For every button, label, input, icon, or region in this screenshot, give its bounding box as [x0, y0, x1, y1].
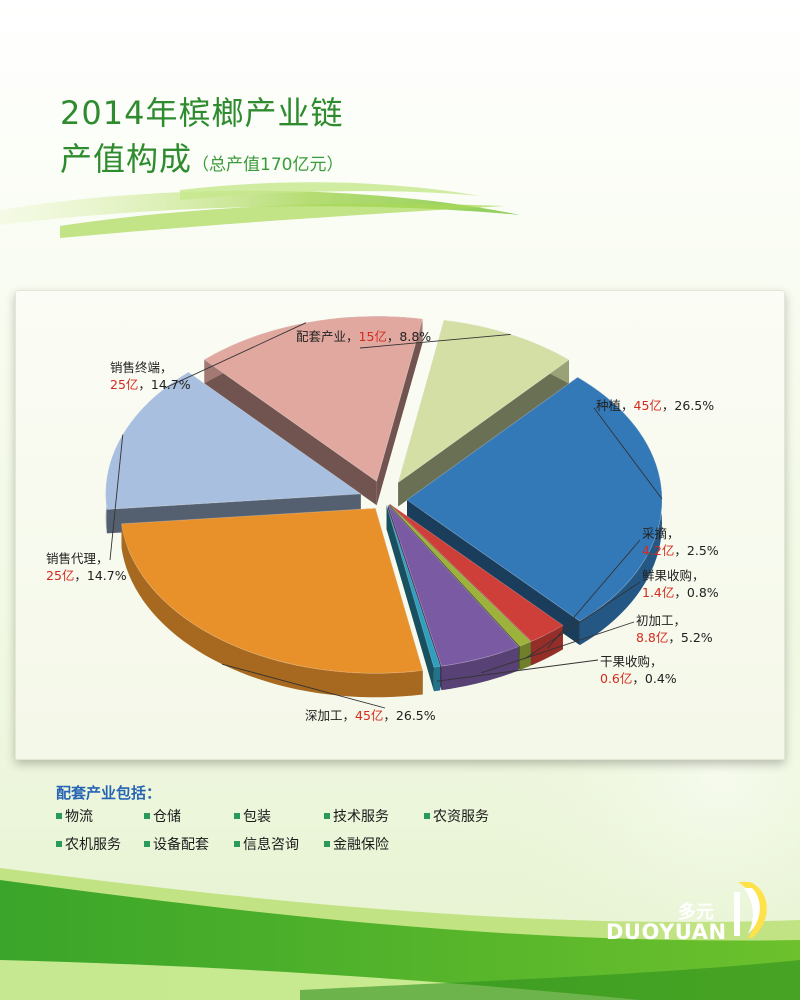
leader-line	[109, 434, 124, 561]
page-title: 2014年槟榔产业链	[60, 94, 344, 132]
slice-label-value: 25亿	[110, 377, 138, 392]
slice-label-name: 销售终端，	[110, 360, 173, 375]
legend-item-label: 金融保险	[333, 837, 389, 853]
page-title-line2: 产值构成（总产值170亿元）	[60, 134, 343, 180]
leader-line	[525, 581, 641, 659]
slice-outer-wall	[121, 523, 423, 698]
title-line2-text: 产值构成	[60, 140, 193, 178]
slice-label-percent: ，14.7%	[138, 377, 190, 392]
legend-item: 仓储	[144, 806, 234, 826]
legend-bullet-icon	[56, 813, 62, 819]
leader-line	[221, 663, 386, 709]
leader-line	[481, 621, 635, 674]
slice-label: 配套产业，15亿，8.8%	[296, 329, 431, 344]
legend-title: 配套产业包括：	[56, 784, 162, 802]
legend-bullet-icon	[424, 813, 430, 819]
pie-slice-干果收购	[386, 504, 441, 668]
legend-item-label: 仓储	[153, 809, 181, 825]
pie-slice-深加工	[121, 507, 424, 674]
slice-label-name: 销售代理，	[46, 551, 109, 566]
brand-name-cn: 多元	[678, 902, 714, 923]
pie-slice-采摘	[389, 503, 564, 642]
slice-label-name: 深加工，	[305, 708, 355, 723]
legend-item: 设备配套	[144, 834, 234, 854]
legend-item: 信息咨询	[234, 834, 324, 854]
legend-bullet-icon	[144, 813, 150, 819]
slice-label-percent: ，2.5%	[674, 543, 718, 558]
slice-side-face	[398, 359, 569, 507]
leader-line	[436, 659, 599, 682]
slice-label-name: 种植，	[596, 398, 634, 413]
legend-item-label: 包装	[243, 809, 271, 825]
slice-label: 初加工， 8.8亿，5.2%	[636, 613, 713, 645]
legend-item-label: 农机服务	[65, 837, 121, 853]
slice-label: 种植，45亿，26.5%	[596, 398, 714, 413]
slice-outer-wall	[531, 625, 563, 666]
pie-slice-初加工	[387, 504, 520, 667]
legend-item: 物流	[56, 806, 144, 826]
pie-top-layer	[105, 315, 663, 674]
slice-side-face	[386, 505, 434, 692]
slice-label-name: 初加工，	[636, 613, 686, 628]
legend-item: 包装	[234, 806, 324, 826]
slice-label-value: 8.8亿	[636, 630, 668, 645]
slice-label: 干果收购， 0.6亿，0.4%	[600, 654, 677, 686]
slice-label-value: 45亿	[634, 398, 662, 413]
legend-item-label: 农资服务	[433, 809, 489, 825]
slice-side-face	[376, 318, 423, 506]
legend-item-label: 信息咨询	[243, 837, 299, 853]
legend-item-label: 物流	[65, 809, 93, 825]
slice-label-percent: ，14.7%	[74, 568, 126, 583]
legend-item-label: 技术服务	[333, 809, 389, 825]
leader-line	[359, 333, 511, 349]
slice-label-name: 鲜果收购，	[642, 568, 705, 583]
brand-name-en: DUOYUAN	[606, 920, 727, 944]
slice-label: 销售代理， 25亿，14.7%	[46, 551, 127, 583]
slice-side-face	[204, 359, 377, 506]
legend-bullet-icon	[234, 813, 240, 819]
slice-label-value: 15亿	[359, 329, 387, 344]
slice-label: 销售终端， 25亿，14.7%	[110, 360, 191, 392]
legend-item: 技术服务	[324, 806, 424, 826]
slice-label-value: 1.4亿	[642, 585, 674, 600]
legend-bullet-icon	[56, 841, 62, 847]
slice-label-name: 干果收购，	[600, 654, 663, 669]
slice-label-name: 配套产业，	[296, 329, 359, 344]
slice-label: 采摘， 4.2亿，2.5%	[642, 526, 719, 558]
slice-label-percent: ，26.5%	[662, 398, 714, 413]
slice-label: 鲜果收购， 1.4亿，0.8%	[642, 568, 719, 600]
slice-label-percent: ，8.8%	[387, 329, 431, 344]
brand-logo-icon	[734, 882, 767, 938]
slice-outer-wall	[519, 641, 531, 671]
legend-bullet-icon	[144, 841, 150, 847]
slice-label-value: 0.6亿	[600, 671, 632, 686]
legend-item: 农资服务	[424, 806, 524, 826]
legend-bullet-icon	[324, 813, 330, 819]
pie-slice-鲜果收购	[388, 504, 532, 647]
slice-label-percent: ，5.2%	[668, 630, 712, 645]
slice-label-percent: ，0.8%	[674, 585, 718, 600]
leader-line	[593, 407, 663, 500]
leader-line	[164, 322, 307, 389]
legend-item: 农机服务	[56, 834, 144, 854]
legend-bullet-icon	[234, 841, 240, 847]
legend-item-label: 设备配套	[153, 837, 209, 853]
slice-label: 深加工，45亿，26.5%	[305, 708, 436, 723]
legend-list: 物流 仓储 包装 技术服务 农资服务农机服务 设备配套 信息咨询 金融保险	[56, 806, 536, 854]
slice-outer-wall	[433, 666, 441, 692]
leader-line	[547, 539, 641, 649]
slice-outer-wall	[441, 646, 519, 691]
legend-item: 金融保险	[324, 834, 424, 854]
slice-label-percent: ，26.5%	[383, 708, 435, 723]
pie-label-layer: 种植，45亿，26.5%采摘， 4.2亿，2.5%鲜果收购， 1.4亿，0.8%初加…	[46, 322, 719, 723]
slice-label-value: 4.2亿	[642, 543, 674, 558]
slice-label-value: 25亿	[46, 568, 74, 583]
legend-bullet-icon	[324, 841, 330, 847]
slice-label-percent: ，0.4%	[632, 671, 676, 686]
subtitle: （总产值170亿元）	[192, 155, 344, 175]
slice-label-name: 采摘，	[642, 526, 680, 541]
footer-decoration	[0, 868, 800, 1000]
slice-label-value: 45亿	[355, 708, 383, 723]
